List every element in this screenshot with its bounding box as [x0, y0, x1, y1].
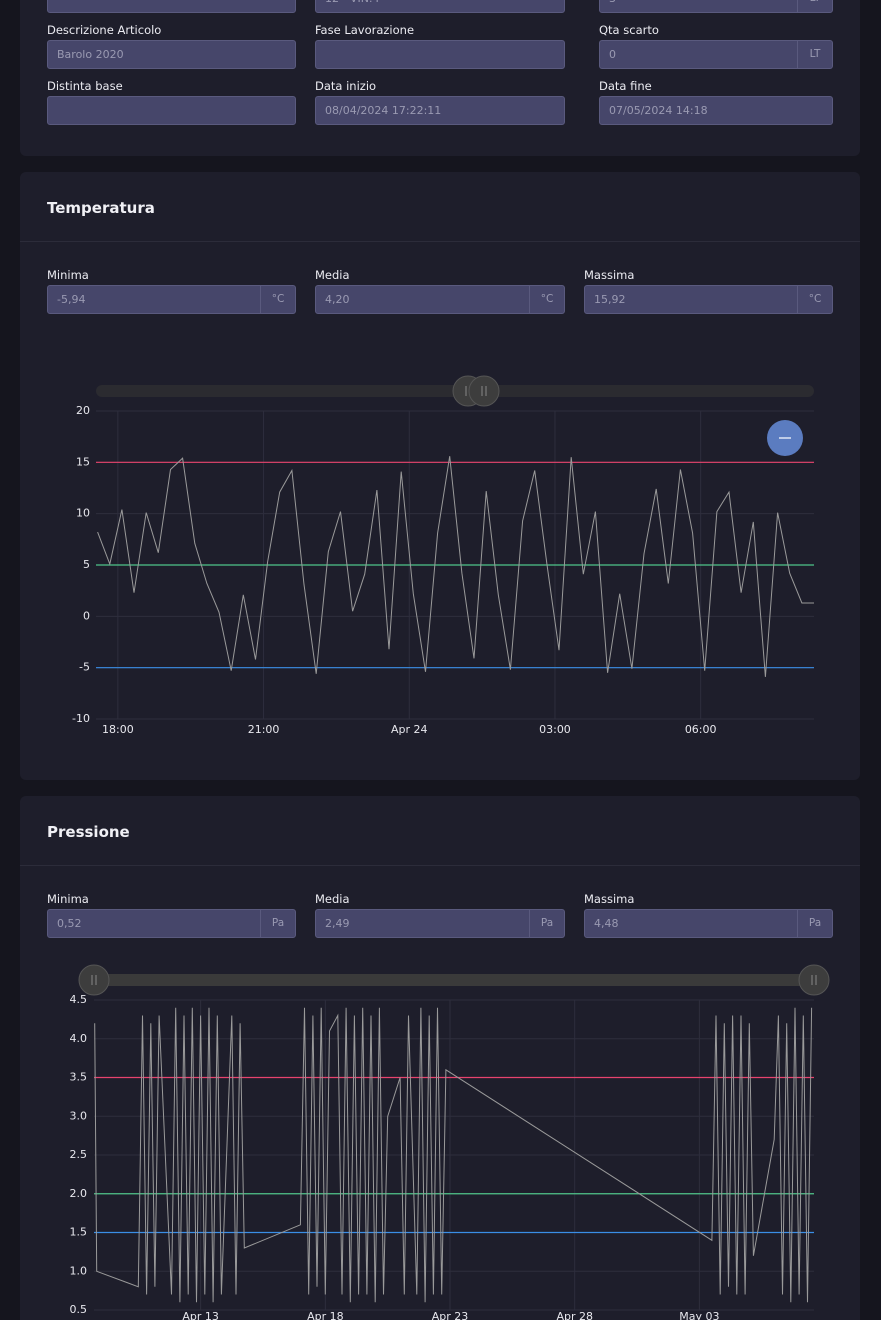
- divider: [20, 865, 860, 866]
- details-card: [20, 0, 860, 156]
- input-value: 3: [609, 0, 616, 5]
- input-unit: Pa: [529, 910, 564, 937]
- field-label: Minima: [47, 268, 89, 282]
- field-label: Descrizione Articolo: [47, 23, 162, 37]
- text-input[interactable]: 4,48 Pa: [584, 909, 833, 938]
- field-label: Data fine: [599, 79, 652, 93]
- input-value: 07/05/2024 14:18: [609, 104, 708, 117]
- input-unit: °C: [260, 286, 295, 313]
- input-unit: Pa: [797, 910, 832, 937]
- input-unit: °C: [797, 286, 832, 313]
- text-input[interactable]: 0 LT: [599, 40, 833, 69]
- text-input[interactable]: [315, 40, 565, 69]
- input-unit: LT: [797, 0, 832, 12]
- text-input[interactable]: 12 - VIN.4: [315, 0, 565, 13]
- text-input[interactable]: 15,92 °C: [584, 285, 833, 314]
- text-input[interactable]: 0,52 Pa: [47, 909, 296, 938]
- field-label: Distinta base: [47, 79, 123, 93]
- field-label: Massima: [584, 892, 635, 906]
- card-title: Pressione: [47, 823, 130, 841]
- input-value: 0,52: [57, 917, 82, 930]
- input-unit: LT: [797, 41, 832, 68]
- field-label: Fase Lavorazione: [315, 23, 415, 37]
- field-label: Media: [315, 268, 350, 282]
- text-input[interactable]: 3 LT: [599, 0, 833, 13]
- input-value: 15,92: [594, 293, 626, 306]
- input-value: 4,20: [325, 293, 350, 306]
- field-label: Qta scarto: [599, 23, 659, 37]
- text-input[interactable]: -5,94 °C: [47, 285, 296, 314]
- input-value: 2,49: [325, 917, 350, 930]
- input-unit: Pa: [260, 910, 295, 937]
- input-value: Barolo 2020: [57, 48, 124, 61]
- text-input[interactable]: 2,49 Pa: [315, 909, 565, 938]
- text-input[interactable]: 4,20 °C: [315, 285, 565, 314]
- input-value: 08/04/2024 17:22:11: [325, 104, 442, 117]
- input-unit: °C: [529, 286, 564, 313]
- field-label: Data inizio: [315, 79, 377, 93]
- pressure-card: Pressione: [20, 796, 860, 1320]
- text-input[interactable]: [47, 96, 296, 125]
- text-input[interactable]: 08/04/2024 17:22:11: [315, 96, 565, 125]
- input-value: 4,48: [594, 917, 619, 930]
- text-input[interactable]: Barolo 2020: [47, 40, 296, 69]
- input-value: -5,94: [57, 293, 86, 306]
- text-input[interactable]: 07/05/2024 14:18: [599, 96, 833, 125]
- field-label: Media: [315, 892, 350, 906]
- text-input[interactable]: [47, 0, 296, 13]
- card-title: Temperatura: [47, 199, 155, 217]
- input-value: 0: [609, 48, 616, 61]
- divider: [20, 241, 860, 242]
- temperature-card: Temperatura: [20, 172, 860, 780]
- input-value: 12 - VIN.4: [325, 0, 379, 5]
- field-label: Massima: [584, 268, 635, 282]
- field-label: Minima: [47, 892, 89, 906]
